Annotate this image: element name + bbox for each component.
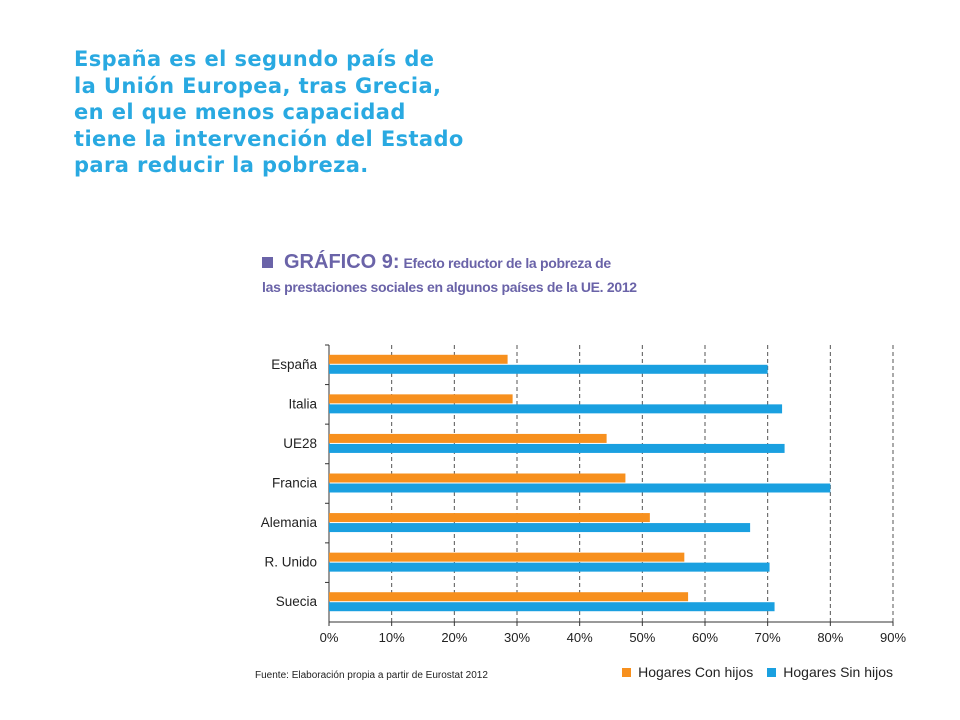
source-note: Fuente: Elaboración propia a partir de E… bbox=[255, 670, 488, 681]
bar-sin-hijos bbox=[329, 364, 768, 374]
legend-item-con-hijos: Hogares Con hijos bbox=[622, 664, 753, 680]
category-label: R. Unido bbox=[264, 555, 317, 570]
legend-item-sin-hijos: Hogares Sin hijos bbox=[767, 664, 893, 680]
legend-swatch-sin-hijos bbox=[767, 667, 777, 677]
bar-sin-hijos bbox=[329, 602, 775, 612]
x-tick-label: 10% bbox=[379, 630, 405, 645]
x-tick-label: 40% bbox=[567, 630, 593, 645]
chart-title-line1: Efecto reductor de la pobreza de bbox=[403, 255, 611, 271]
bar-sin-hijos bbox=[329, 404, 783, 414]
bar-sin-hijos bbox=[329, 483, 831, 493]
bar-con-hijos bbox=[329, 473, 626, 483]
headline: España es el segundo país de la Unión Eu… bbox=[74, 47, 464, 177]
x-tick-label: 70% bbox=[755, 630, 781, 645]
x-tick-label: 0% bbox=[320, 630, 339, 645]
bar-con-hijos bbox=[329, 552, 685, 562]
bar-sin-hijos bbox=[329, 443, 785, 453]
bar-con-hijos bbox=[329, 513, 650, 523]
chart-title: GRÁFICO 9: Efecto reductor de la pobreza… bbox=[262, 250, 762, 299]
bar-con-hijos bbox=[329, 592, 689, 602]
chart-title-line2: las prestaciones sociales en algunos paí… bbox=[262, 279, 637, 295]
legend-swatch-con-hijos bbox=[622, 667, 632, 677]
category-label: Italia bbox=[288, 396, 317, 411]
category-label: Alemania bbox=[261, 515, 318, 530]
category-label: Francia bbox=[272, 476, 318, 491]
bar-sin-hijos bbox=[329, 523, 751, 533]
x-tick-label: 30% bbox=[504, 630, 530, 645]
legend-label-con-hijos: Hogares Con hijos bbox=[638, 664, 754, 680]
x-tick-label: 90% bbox=[880, 630, 906, 645]
x-tick-label: 60% bbox=[692, 630, 718, 645]
chart-label: GRÁFICO 9: bbox=[284, 251, 400, 273]
x-tick-label: 50% bbox=[629, 630, 655, 645]
bar-con-hijos bbox=[329, 394, 513, 404]
legend-label-sin-hijos: Hogares Sin hijos bbox=[783, 664, 893, 680]
bar-con-hijos bbox=[329, 354, 508, 364]
legend: Hogares Con hijos Hogares Sin hijos bbox=[622, 664, 893, 680]
bar-sin-hijos bbox=[329, 562, 770, 572]
x-tick-label: 20% bbox=[441, 630, 467, 645]
x-tick-label: 80% bbox=[817, 630, 843, 645]
category-label: Suecia bbox=[276, 594, 318, 609]
category-label: España bbox=[271, 357, 317, 372]
category-label: UE28 bbox=[283, 436, 317, 451]
bar-con-hijos bbox=[329, 433, 607, 443]
title-square-icon bbox=[262, 257, 273, 268]
